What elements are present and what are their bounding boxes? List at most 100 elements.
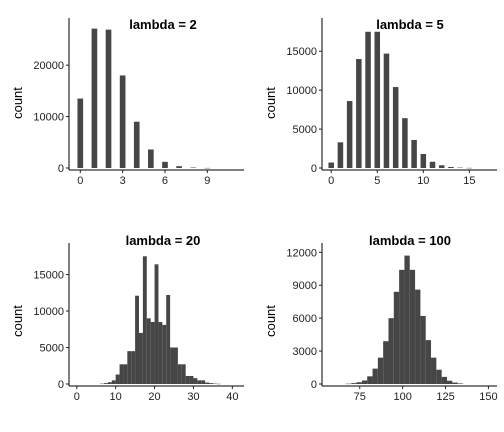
y-tick-label: 6000 [293,313,317,325]
panel-title: lambda = 20 [126,233,201,248]
histogram-bar [452,382,458,384]
histogram-bar [346,101,353,168]
y-tick-label: 9000 [293,280,317,292]
y-axis-label: count [263,305,278,337]
histogram-bar [146,318,151,384]
y-axis-label: count [10,305,25,337]
x-tick-label: 100 [393,391,411,403]
x-tick-label: 0 [77,175,83,187]
histogram-bar [415,289,421,384]
y-tick-label: 5000 [40,343,64,355]
x-tick-label: 30 [187,391,199,403]
x-tick-label: 6 [162,175,168,187]
x-tick-label: 150 [479,391,497,403]
y-tick-label: 20000 [33,60,64,72]
histogram-bar [107,382,112,384]
histogram-bar [402,118,408,168]
histogram-bar [119,364,124,384]
x-tick-label: 5 [374,175,380,187]
histogram-bar [177,364,182,384]
histogram-bar [457,383,463,384]
x-tick-label: 10 [417,175,429,187]
histogram-bar [205,382,209,384]
histogram-bar [139,332,143,384]
histogram-bar [181,364,186,384]
histogram-bar [133,121,140,168]
y-tick-label: 5000 [293,124,317,136]
y-tick-label: 12000 [286,247,317,259]
histogram-bar [374,31,381,169]
histogram-bar [431,357,437,384]
histogram-bar [393,291,400,384]
histogram-bar [127,351,132,384]
histogram-bar [404,255,410,384]
histogram-bar [115,374,120,384]
histogram-bar [429,161,436,168]
y-tick-label: 0 [58,379,64,391]
histogram-bar [377,357,384,384]
histogram-bar [174,347,178,384]
y-axis-label: count [10,87,25,119]
histogram-bar [365,31,371,169]
histogram-bar [135,295,139,384]
x-tick-label: 0 [328,175,334,187]
histogram-bar [197,380,202,384]
histogram-bar [372,368,378,384]
histogram-bar [441,376,447,384]
panel-title: lambda = 2 [129,17,197,32]
histogram-bar [142,256,147,384]
histogram-bar [119,75,126,168]
x-tick-label: 40 [226,391,238,403]
histogram-bar [150,321,155,384]
histogram-bar [131,351,136,384]
histogram-bar [166,294,171,384]
histogram-bar [388,318,394,384]
x-tick-label: 10 [110,391,122,403]
histogram-bar [185,375,190,384]
y-tick-label: 15000 [286,46,317,58]
y-tick-label: 0 [58,163,64,175]
x-tick-label: 9 [204,175,210,187]
histogram-bar [201,380,206,384]
histogram-bar [77,98,84,168]
histogram-bar [446,380,453,384]
histogram-bar [448,166,454,168]
histogram-bar [356,59,362,168]
histogram-bar [111,380,116,384]
histogram-bar [361,380,368,384]
histogram-bar [148,149,154,168]
panel-1: lambda = 2 count 0 10000 20000 0 3 6 9 [10,17,244,187]
histogram-bar [154,264,159,384]
histogram-bar [176,166,182,168]
panel-3: lambda = 20 count 0 5000 10000 15000 0 10 20 30 40 [10,233,244,403]
histogram-bar [337,142,344,168]
histogram-bar [411,139,417,168]
histogram-bar [170,347,174,384]
histogram-bar [383,53,390,168]
x-tick-label: 125 [436,391,454,403]
histogram-bar [351,383,357,384]
histogram-bar [162,161,168,168]
x-tick-label: 75 [354,391,366,403]
histogram-bar [123,364,128,384]
x-tick-label: 0 [74,391,80,403]
x-tick-label: 20 [148,391,160,403]
y-tick-label: 10000 [286,85,317,97]
histogram-bar [104,383,108,384]
panel-title: lambda = 100 [369,233,451,248]
histogram-bar [193,378,198,384]
x-tick-label: 3 [120,175,126,187]
histogram-bar [420,153,427,168]
y-axis-label: count [263,87,278,119]
histogram-bar [162,324,167,384]
histogram-bar [392,87,399,168]
histogram-bar [367,376,373,384]
y-tick-label: 0 [311,379,317,391]
histogram-bar [409,269,416,384]
histogram-bar [105,29,112,168]
histogram-bar [91,28,98,168]
histogram-bar [383,341,389,384]
